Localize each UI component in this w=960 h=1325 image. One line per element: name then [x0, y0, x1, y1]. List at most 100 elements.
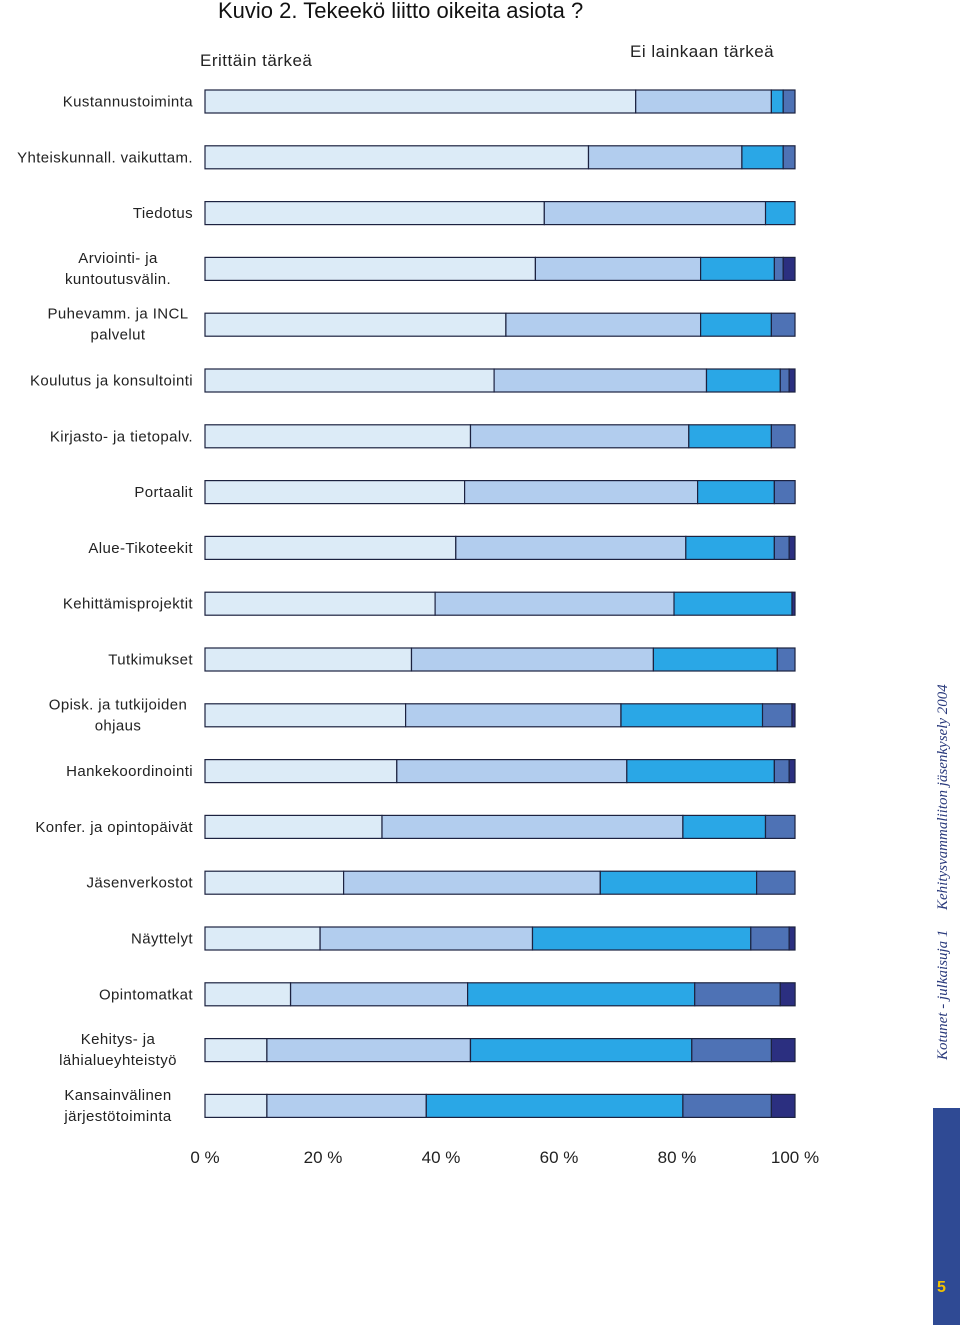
bar-segment	[587, 145, 743, 170]
bar-segment	[788, 535, 796, 561]
category-label: ohjaus	[95, 717, 142, 734]
bar-segment	[543, 201, 767, 226]
bar-segment	[788, 368, 796, 393]
x-tick-label: 0 %	[190, 1148, 219, 1167]
bar-segment	[410, 647, 654, 672]
bar-segment	[773, 535, 790, 561]
category-label: Kirjasto- ja tietopalv.	[50, 428, 193, 445]
bar-segment	[682, 1093, 773, 1119]
bar-segment	[455, 535, 687, 561]
bar-segment	[204, 814, 383, 840]
bar-segment	[204, 870, 345, 895]
bar-segment	[770, 1037, 796, 1063]
bar-segment	[319, 926, 534, 951]
bar-segment	[204, 256, 536, 281]
bar-segment	[204, 368, 495, 393]
category-label: Kehittämisprojektit	[63, 596, 194, 613]
bar-segment	[694, 982, 781, 1007]
bar-segment	[405, 703, 622, 728]
bar-segment	[696, 480, 775, 505]
bar-segment	[434, 591, 675, 616]
bar-segment	[266, 1037, 471, 1063]
x-tick-label: 80 %	[658, 1148, 697, 1167]
category-label: Puhevamm. ja INCL	[47, 306, 188, 323]
bar-segment	[425, 1093, 684, 1119]
bar-segment	[204, 982, 292, 1007]
category-label: Koulutus ja konsultointi	[30, 373, 193, 390]
bar-segment	[204, 424, 472, 449]
category-label: Opintomatkat	[99, 986, 193, 1003]
bar-segment	[204, 926, 321, 951]
bar-segment	[204, 591, 436, 616]
bar-segment	[464, 480, 699, 505]
bar-segment	[204, 758, 398, 784]
bar-segment	[290, 982, 469, 1007]
bar-segment	[469, 424, 690, 449]
bar-segment	[204, 647, 413, 672]
bar-segment	[204, 480, 466, 505]
bar-segment	[493, 368, 708, 393]
bar-segment	[534, 256, 702, 281]
x-tick-label: 100 %	[771, 1148, 819, 1167]
category-label: palvelut	[91, 327, 146, 344]
bar-segment	[705, 368, 781, 393]
category-label: järjestötoiminta	[63, 1108, 172, 1125]
category-label: Kehitys- ja	[81, 1031, 156, 1048]
category-labels: Kustannustoiminta Yhteiskunnall. vaikutta…	[17, 94, 193, 1125]
bar-segment	[682, 814, 767, 840]
bar-segment	[204, 1093, 268, 1119]
category-label: Opisk. ja tutkijoiden	[49, 696, 187, 713]
bar-segment	[467, 982, 696, 1007]
bar-segment	[764, 814, 796, 840]
category-label: Kustannustoiminta	[63, 94, 193, 111]
bar-segment	[699, 312, 772, 337]
legend-right-label: Ei lainkaan tärkeä	[630, 42, 774, 61]
bar-segment	[773, 480, 796, 505]
x-tick-label: 60 %	[540, 1148, 579, 1167]
bar-segment	[204, 145, 590, 170]
bar-segment	[782, 256, 796, 281]
side-text-line1: Kotunet - julkaisuja 1	[935, 930, 951, 1061]
bar-segment	[750, 926, 790, 951]
bar-segment	[381, 814, 684, 840]
bar-segment	[204, 535, 457, 561]
side-publication-text: Kotunet - julkaisuja 1 Kehitysvammaliito…	[935, 684, 951, 1061]
category-label: Alue-Tikoteekit	[88, 540, 193, 557]
bar-segment	[782, 89, 796, 114]
bar-segment	[343, 870, 601, 895]
bar-segment	[204, 89, 637, 114]
bar-segment	[741, 145, 784, 170]
bar-segment	[266, 1093, 427, 1119]
bar-segment	[620, 703, 764, 728]
bar-segment	[626, 758, 775, 784]
bar-segment	[788, 758, 796, 784]
bar-segment	[770, 89, 784, 114]
x-axis-ticks: 0 % 20 % 40 % 60 % 80 % 100 %	[190, 1148, 819, 1167]
bar-segment	[776, 647, 796, 672]
category-label: Hankekoordinointi	[66, 763, 193, 780]
category-label: Tutkimukset	[108, 652, 193, 669]
category-label: Konfer. ja opintopäivät	[35, 819, 193, 836]
category-label: Kansainvälinen	[64, 1087, 171, 1104]
page-number: 5	[937, 1279, 946, 1296]
x-tick-label: 20 %	[304, 1148, 343, 1167]
bar-segment	[773, 758, 790, 784]
category-label: lähialueyhteistyö	[59, 1052, 177, 1069]
legend-left-label: Erittäin tärkeä	[200, 51, 312, 70]
side-text-line2: Kehitysvammaliiton jäsenkysely 2004	[935, 684, 951, 911]
bar-segment	[791, 703, 796, 728]
bar-segment	[652, 647, 778, 672]
bar-segment	[764, 201, 796, 226]
bar-segment	[791, 591, 796, 616]
bar-segment	[770, 1093, 796, 1119]
bar-segment	[779, 368, 790, 393]
category-label: Tiedotus	[133, 205, 193, 222]
bar-segment	[204, 201, 545, 226]
x-tick-label: 40 %	[422, 1148, 461, 1167]
chart-title: Kuvio 2. Tekeekö liitto oikeita asiota ?	[218, 0, 583, 23]
bar-segment	[788, 926, 796, 951]
bar-segment	[505, 312, 702, 337]
bar-segment	[204, 312, 507, 337]
bar-segment	[469, 1037, 693, 1063]
